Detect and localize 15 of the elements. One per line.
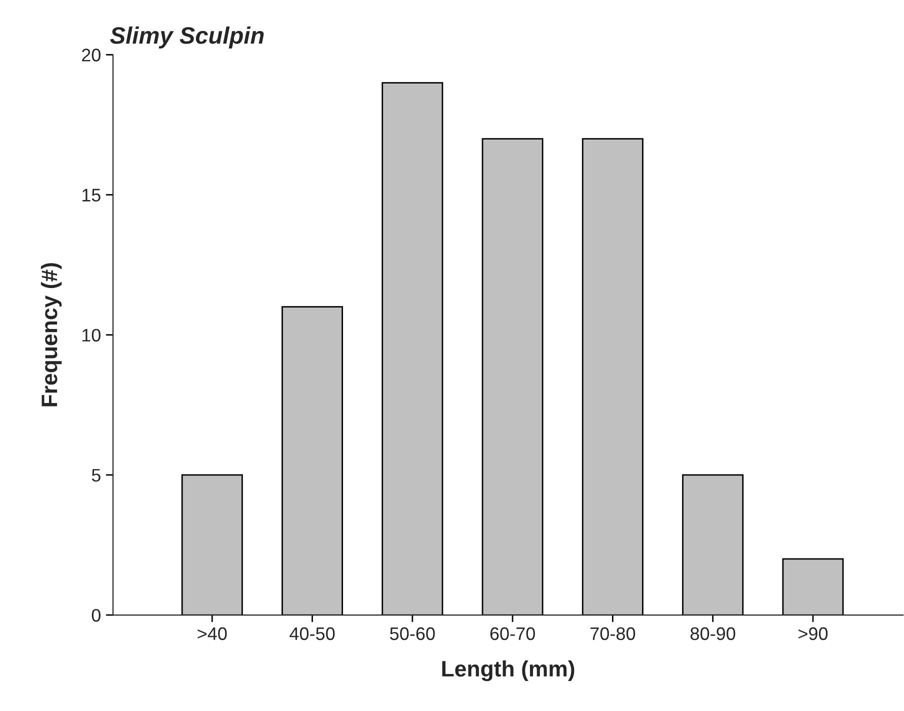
y-tick-label: 10 [82, 328, 100, 342]
y-tick-label: 20 [82, 48, 100, 62]
x-tick-label: 70-80 [590, 627, 636, 640]
x-tick-label: 50-60 [390, 627, 435, 640]
x-tick-label: 80-90 [690, 627, 736, 640]
x-tick-label: >40 [198, 627, 227, 640]
x-tick-label: 60-70 [490, 627, 535, 640]
y-axis-title: Frequency (#) [40, 263, 62, 406]
x-tick-label: 40-50 [290, 627, 335, 640]
x-axis-title: Length (mm) [442, 660, 574, 682]
chart-title: Slimy Sculpin [110, 26, 264, 49]
x-tick-label: >90 [798, 627, 828, 640]
y-tick-label: 15 [82, 188, 100, 202]
y-tick-label: 0 [92, 608, 100, 622]
y-tick-label: 5 [92, 469, 100, 482]
